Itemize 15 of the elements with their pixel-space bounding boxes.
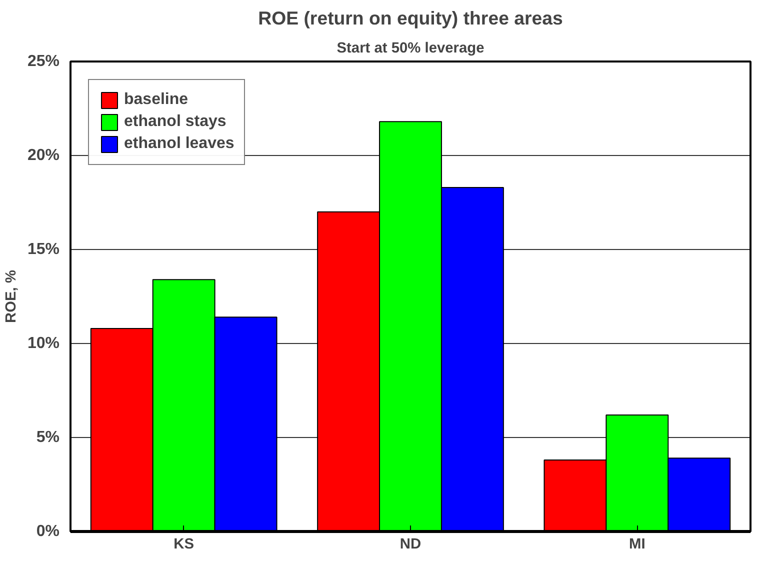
x-tick-label: ND [400,536,422,552]
legend-label: ethanol leaves [124,135,234,153]
x-tick-label: KS [174,536,194,552]
y-tick-label: 10% [27,335,60,352]
y-tick-label: 5% [36,429,60,446]
legend-label: ethanol stays [124,113,226,131]
legend-label: baseline [124,91,188,109]
x-tick-label: MI [629,536,646,552]
y-tick-label: 20% [27,147,60,164]
y-tick-label: 15% [27,241,60,258]
chart-subtitle: Start at 50% leverage [336,40,484,56]
y-tick-label: 0% [36,523,60,540]
y-tick-label: 25% [27,53,60,70]
y-axis-title: ROE, % [3,270,20,323]
chart-title: ROE (return on equity) three areas [258,8,563,28]
